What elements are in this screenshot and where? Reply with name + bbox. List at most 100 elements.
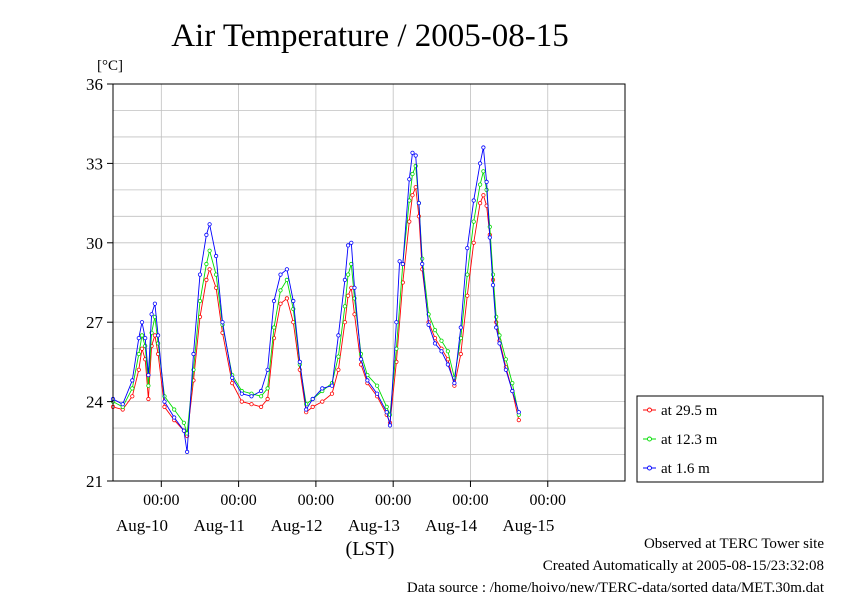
data-point [214, 253, 219, 259]
chart-title: Air Temperature / 2005-08-15 [171, 18, 569, 54]
data-point [258, 388, 264, 394]
data-point [139, 320, 145, 325]
data-point [172, 415, 177, 420]
x-tick-label: 00:00 [298, 492, 334, 509]
data-point [516, 410, 521, 415]
data-point [139, 346, 145, 351]
data-point [481, 169, 486, 174]
data-point [136, 351, 141, 357]
data-point [487, 235, 492, 240]
data-point [143, 335, 148, 341]
y-tick-label: 27 [86, 313, 104, 332]
data-point [452, 380, 457, 386]
data-point [420, 261, 425, 267]
created-timestamp-note: Created Automatically at 2005-08-15/23:3… [542, 558, 824, 574]
data-point [278, 301, 283, 306]
x-date-label: Aug-14 [425, 516, 477, 535]
data-point [284, 277, 289, 282]
data-point [477, 201, 483, 206]
data-point [207, 267, 212, 272]
data-point [149, 312, 154, 317]
legend-swatch-marker [647, 465, 652, 471]
data-point [494, 325, 499, 330]
data-point [249, 402, 254, 407]
data-point [407, 219, 412, 224]
data-point [207, 222, 212, 227]
data-point [416, 201, 421, 206]
data-point [342, 320, 347, 325]
data-point [445, 357, 450, 362]
data-point [407, 177, 412, 182]
data-point [510, 380, 515, 386]
data-point [329, 383, 335, 388]
series-layer [110, 145, 521, 454]
data-point [278, 288, 283, 293]
data-point [230, 375, 235, 380]
data-point [136, 335, 141, 341]
data-point [271, 298, 277, 304]
data-point [310, 404, 315, 409]
data-point [481, 193, 486, 198]
data-point [120, 402, 125, 407]
data-point [487, 224, 492, 229]
data-point [397, 259, 402, 264]
data-point [345, 293, 351, 298]
data-point [249, 394, 254, 399]
data-point [291, 298, 296, 304]
data-point [387, 412, 393, 417]
x-date-label: Aug-10 [116, 516, 168, 535]
data-point [204, 261, 209, 267]
data-point [497, 341, 502, 346]
x-tick-label: 00:00 [220, 492, 256, 509]
data-point [465, 293, 470, 298]
data-point [410, 171, 415, 177]
data-point [432, 341, 438, 346]
grid-lines [113, 84, 625, 481]
data-point [352, 312, 357, 317]
data-point [284, 296, 289, 301]
data-point [413, 153, 418, 158]
data-point [481, 145, 486, 150]
data-point [146, 383, 151, 388]
y-tick-label: 24 [86, 393, 104, 412]
data-point [445, 362, 450, 367]
data-point [413, 185, 418, 190]
data-point [458, 325, 463, 330]
data-point [136, 367, 141, 372]
data-source-note: Data source : /home/hoivo/new/TERC-data/… [406, 580, 824, 596]
data-point [207, 248, 212, 253]
data-point [342, 277, 347, 282]
data-point [204, 277, 209, 282]
data-point [239, 399, 244, 404]
data-point [185, 449, 190, 454]
data-point [439, 349, 444, 354]
data-point [484, 179, 489, 184]
data-point [432, 327, 438, 333]
legend-box [636, 395, 824, 483]
data-point [214, 272, 219, 277]
data-point [130, 394, 135, 399]
x-tick-label: 00:00 [375, 492, 411, 509]
data-point [471, 198, 476, 203]
data-point [172, 407, 177, 412]
y-tick-label: 21 [86, 472, 103, 491]
data-point [304, 407, 309, 412]
data-point [258, 394, 264, 399]
data-point [130, 378, 135, 383]
legend: at 29.5 m at 12.3 m at 1.6 m [636, 395, 824, 483]
plot-frame [112, 83, 626, 482]
data-point [152, 301, 157, 306]
data-point [278, 272, 283, 277]
x-tick-label: 00:00 [530, 492, 566, 509]
data-point [465, 246, 470, 251]
data-point [204, 232, 209, 237]
data-point [477, 161, 483, 166]
y-tick-label: 30 [86, 234, 103, 253]
data-point [465, 272, 470, 277]
y-tick-label: 33 [86, 154, 103, 173]
data-point [265, 396, 270, 402]
x-tick-label: 00:00 [143, 492, 179, 509]
data-point [426, 322, 431, 327]
data-point [191, 351, 196, 357]
data-point [162, 399, 167, 404]
